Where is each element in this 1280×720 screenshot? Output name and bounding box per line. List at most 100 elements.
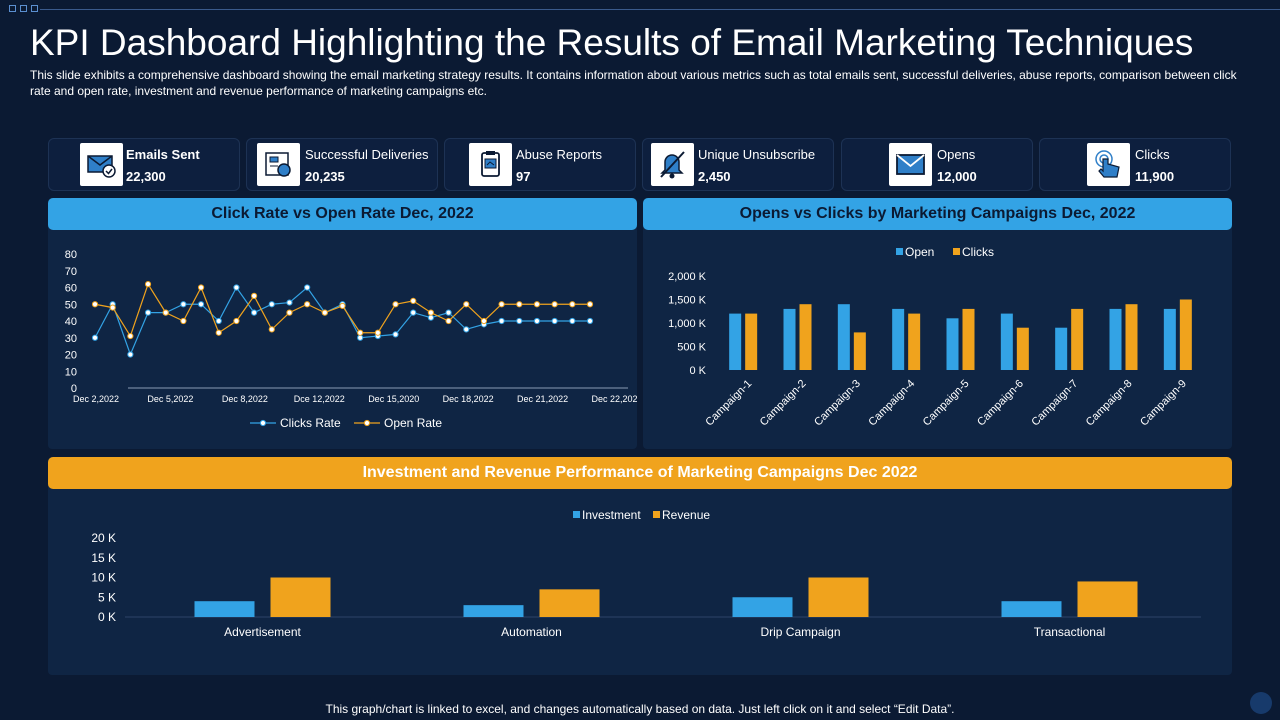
bar-revenue [1077,581,1138,617]
data-point [551,301,558,308]
bar-investment [463,605,524,617]
data-point [374,329,381,336]
bar-clicks [908,313,921,370]
y-tick-label: 0 K [98,610,116,624]
bar-clicks [1179,299,1192,370]
y-tick-label: 70 [65,266,77,278]
y-tick-label: 2,000 K [668,271,707,283]
y-tick-label: 20 [65,350,77,362]
data-point [144,309,152,316]
bar-open [1000,313,1013,370]
data-point [321,309,328,316]
x-tick-label: Campaign-6 [975,378,1026,429]
investment-revenue-chart: 0 K 5 K 10 K 15 K 20 K Advertisement Automatio… [91,508,1201,639]
bar-investment [194,601,255,617]
data-point [427,309,434,316]
bar-open [1163,308,1176,370]
legend-swatch [573,511,580,518]
legend-label: Open [905,245,934,259]
legend-marker [259,419,267,427]
bar-clicks [799,304,812,370]
x-tick-label: Campaign-5 [921,378,972,429]
kpi-label: Emails Sent [126,147,200,162]
y-tick-label: 1,500 K [668,295,707,307]
kpi-value: 12,000 [937,169,977,184]
x-tick-label: Campaign-1 [703,378,754,429]
kpi-card-clicks[interactable]: Clicks 11,900 [1039,138,1231,191]
data-point [410,309,417,316]
y-tick-label: 500 K [677,342,706,354]
legend-label: Clicks Rate [280,416,341,430]
x-tick-label: Dec 5,2022 [147,394,193,404]
x-tick-label: Dec 18,2022 [443,394,494,404]
x-tick-label: Campaign-7 [1029,378,1080,429]
bar-open [729,313,742,370]
bar-open [946,318,959,370]
data-point [180,317,187,325]
kpi-card-abuse-reports[interactable]: Abuse Reports 97 [444,138,636,191]
investment-revenue-panel: Investment and Revenue Performance of Ma… [48,457,1232,675]
kpi-label: Unique Unsubscribe [698,147,816,162]
data-point [392,301,399,308]
muted-bell-icon [651,143,694,186]
data-point [392,331,399,338]
bar-clicks [745,313,758,370]
kpi-card-unique-unsubscribe[interactable]: Unique Unsubscribe 2,450 [642,138,834,191]
data-point [251,292,258,299]
bar-revenue [539,589,600,617]
click-open-rate-chart: 0 10 20 30 40 50 60 70 80 Dec 2,2022 Dec 5,2022 Dec… [65,249,637,430]
data-point [339,302,346,310]
x-tick-label: Advertisement [224,625,301,639]
series-line-clicks-rate [94,286,590,357]
x-tick-label: Transactional [1034,625,1106,639]
legend-swatch [896,248,903,255]
y-tick-label: 10 [65,366,77,378]
data-point [516,317,523,325]
data-point [197,284,205,291]
bar-clicks [1125,304,1138,370]
kpi-label: Clicks [1135,147,1170,162]
bar-clicks [1071,308,1084,370]
bar-revenue [270,577,331,617]
y-tick-label: 40 [65,316,77,328]
corner-dot [1250,692,1272,714]
x-tick-label: Dce 12,2022 [294,394,345,404]
data-point [286,299,293,306]
kpi-value: 2,450 [698,169,731,184]
top-square-1 [9,5,16,12]
kpi-card-opens[interactable]: Opens 12,000 [841,138,1033,191]
legend-label: Clicks [962,245,994,259]
bar-open [892,308,905,370]
footer-note: This graph/chart is linked to excel, and… [325,702,955,716]
investment-revenue-title: Investment and Revenue Performance of Ma… [48,457,1232,489]
data-point [268,301,275,308]
data-point [215,329,222,336]
click-open-rate-panel: Click Rate vs Open Rate Dec, 2022 0 10 20 3… [48,198,637,449]
data-point [569,301,576,308]
y-tick-label: 0 [71,383,77,395]
y-tick-label: 50 [65,299,77,311]
data-point [463,301,470,308]
data-point [586,301,594,308]
page-title: KPI Dashboard Highlighting the Results o… [30,22,1194,63]
data-point [498,317,505,325]
kpi-card-successful-deliveries[interactable]: Successful Deliveries 20,235 [246,138,438,191]
kpi-card-emails-sent[interactable]: Emails Sent 22,300 [48,138,240,191]
y-tick-label: 0 K [689,365,706,377]
data-point [215,317,222,325]
data-point [463,326,470,333]
data-point [286,309,293,316]
y-tick-label: 10 K [91,571,116,585]
kpi-label: Abuse Reports [516,147,602,162]
y-tick-label: 20 K [91,531,116,545]
legend-swatch [953,248,960,255]
bar-clicks [1016,327,1029,370]
data-point [162,309,169,316]
legend-swatch [653,511,660,518]
top-square-3 [31,5,38,12]
x-tick-label: Drip Campaign [760,625,840,639]
data-point [445,309,452,316]
data-point [127,332,134,340]
data-point [127,351,134,358]
